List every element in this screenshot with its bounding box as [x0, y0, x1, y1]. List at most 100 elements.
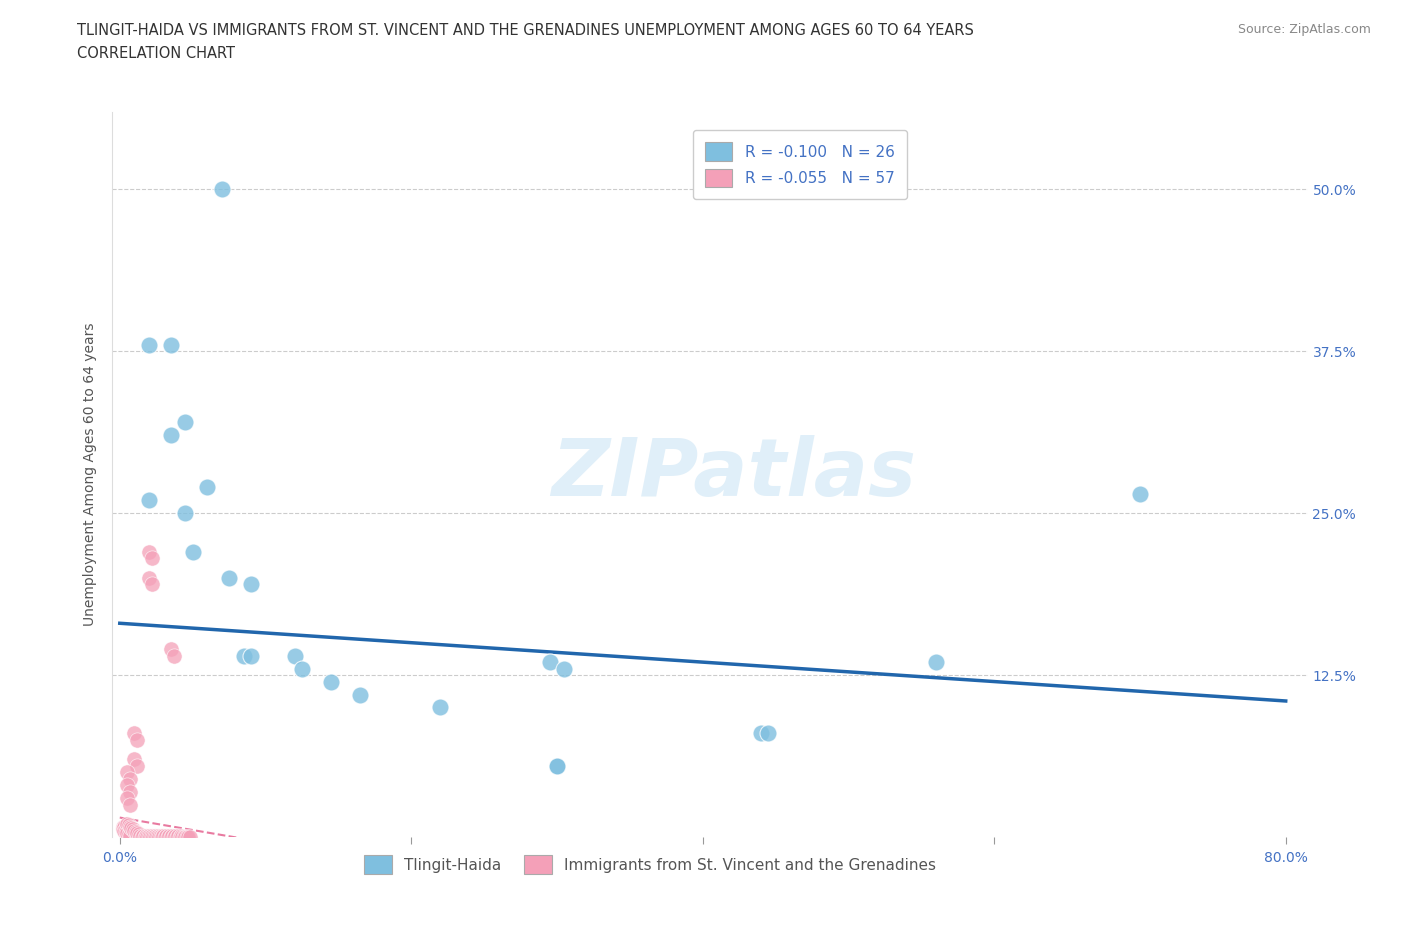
Point — [141, 551, 163, 566]
Point — [157, 829, 180, 844]
Point — [170, 829, 193, 844]
Point — [128, 827, 150, 842]
Point — [925, 655, 948, 670]
Point — [149, 829, 172, 844]
Point — [135, 829, 157, 844]
Point — [319, 674, 342, 689]
Point — [124, 823, 146, 838]
Point — [211, 182, 233, 197]
Point — [141, 577, 163, 591]
Point — [155, 829, 177, 844]
Point — [181, 545, 204, 560]
Point — [117, 817, 139, 832]
Point — [124, 751, 146, 766]
Point — [117, 827, 139, 842]
Point — [111, 819, 134, 834]
Point — [145, 830, 167, 844]
Point — [112, 823, 135, 838]
Point — [159, 642, 181, 657]
Point — [141, 829, 163, 844]
Point — [159, 830, 181, 844]
Point — [166, 830, 188, 844]
Point — [156, 830, 179, 844]
Point — [114, 820, 136, 835]
Point — [127, 733, 149, 748]
Point — [120, 820, 142, 835]
Point — [138, 829, 160, 844]
Point — [195, 480, 218, 495]
Point — [115, 777, 138, 792]
Point — [546, 758, 568, 773]
Point — [132, 829, 155, 844]
Point — [125, 824, 148, 839]
Point — [284, 648, 307, 663]
Point — [553, 661, 575, 676]
Point — [118, 771, 141, 786]
Point — [291, 661, 314, 676]
Point — [538, 655, 561, 670]
Point — [756, 726, 779, 741]
Point — [115, 826, 138, 841]
Point — [218, 570, 240, 585]
Point — [176, 830, 198, 844]
Point — [148, 830, 170, 844]
Point — [179, 830, 201, 844]
Point — [749, 726, 772, 741]
Point — [115, 764, 138, 779]
Point — [143, 829, 166, 844]
Point — [115, 817, 138, 831]
Point — [150, 830, 173, 844]
Point — [129, 829, 152, 844]
Point — [153, 830, 176, 844]
Point — [239, 648, 262, 663]
Point — [1129, 486, 1152, 501]
Y-axis label: Unemployment Among Ages 60 to 64 years: Unemployment Among Ages 60 to 64 years — [83, 323, 97, 626]
Legend: Tlingit-Haida, Immigrants from St. Vincent and the Grenadines: Tlingit-Haida, Immigrants from St. Vince… — [359, 849, 942, 880]
Point — [174, 506, 197, 521]
Point — [139, 830, 162, 844]
Point — [111, 822, 134, 837]
Point — [124, 726, 146, 741]
Point — [114, 824, 136, 839]
Point — [146, 829, 169, 844]
Point — [138, 493, 160, 508]
Point — [174, 830, 197, 844]
Point — [159, 428, 181, 443]
Text: TLINGIT-HAIDA VS IMMIGRANTS FROM ST. VINCENT AND THE GRENADINES UNEMPLOYMENT AMO: TLINGIT-HAIDA VS IMMIGRANTS FROM ST. VIN… — [77, 23, 974, 38]
Point — [165, 829, 187, 844]
Text: CORRELATION CHART: CORRELATION CHART — [77, 46, 235, 61]
Point — [174, 415, 197, 430]
Point — [177, 830, 200, 844]
Point — [131, 830, 153, 844]
Point — [115, 790, 138, 805]
Point — [118, 819, 141, 834]
Point — [239, 577, 262, 591]
Point — [127, 758, 149, 773]
Point — [162, 829, 183, 844]
Point — [349, 687, 371, 702]
Point — [232, 648, 254, 663]
Point — [118, 797, 141, 812]
Point — [172, 830, 194, 844]
Point — [159, 338, 181, 352]
Point — [169, 830, 191, 844]
Point — [142, 830, 165, 844]
Point — [138, 338, 160, 352]
Point — [429, 700, 451, 715]
Point — [112, 819, 135, 834]
Point — [118, 829, 141, 844]
Point — [167, 829, 190, 844]
Point — [122, 822, 145, 837]
Point — [163, 648, 186, 663]
Text: ZIPatlas: ZIPatlas — [551, 435, 917, 513]
Point — [173, 830, 195, 844]
Text: Source: ZipAtlas.com: Source: ZipAtlas.com — [1237, 23, 1371, 36]
Point — [138, 545, 160, 560]
Point — [163, 830, 186, 844]
Point — [136, 830, 159, 844]
Point — [546, 758, 568, 773]
Point — [152, 829, 174, 844]
Point — [138, 570, 160, 585]
Point — [134, 830, 156, 844]
Point — [127, 826, 149, 841]
